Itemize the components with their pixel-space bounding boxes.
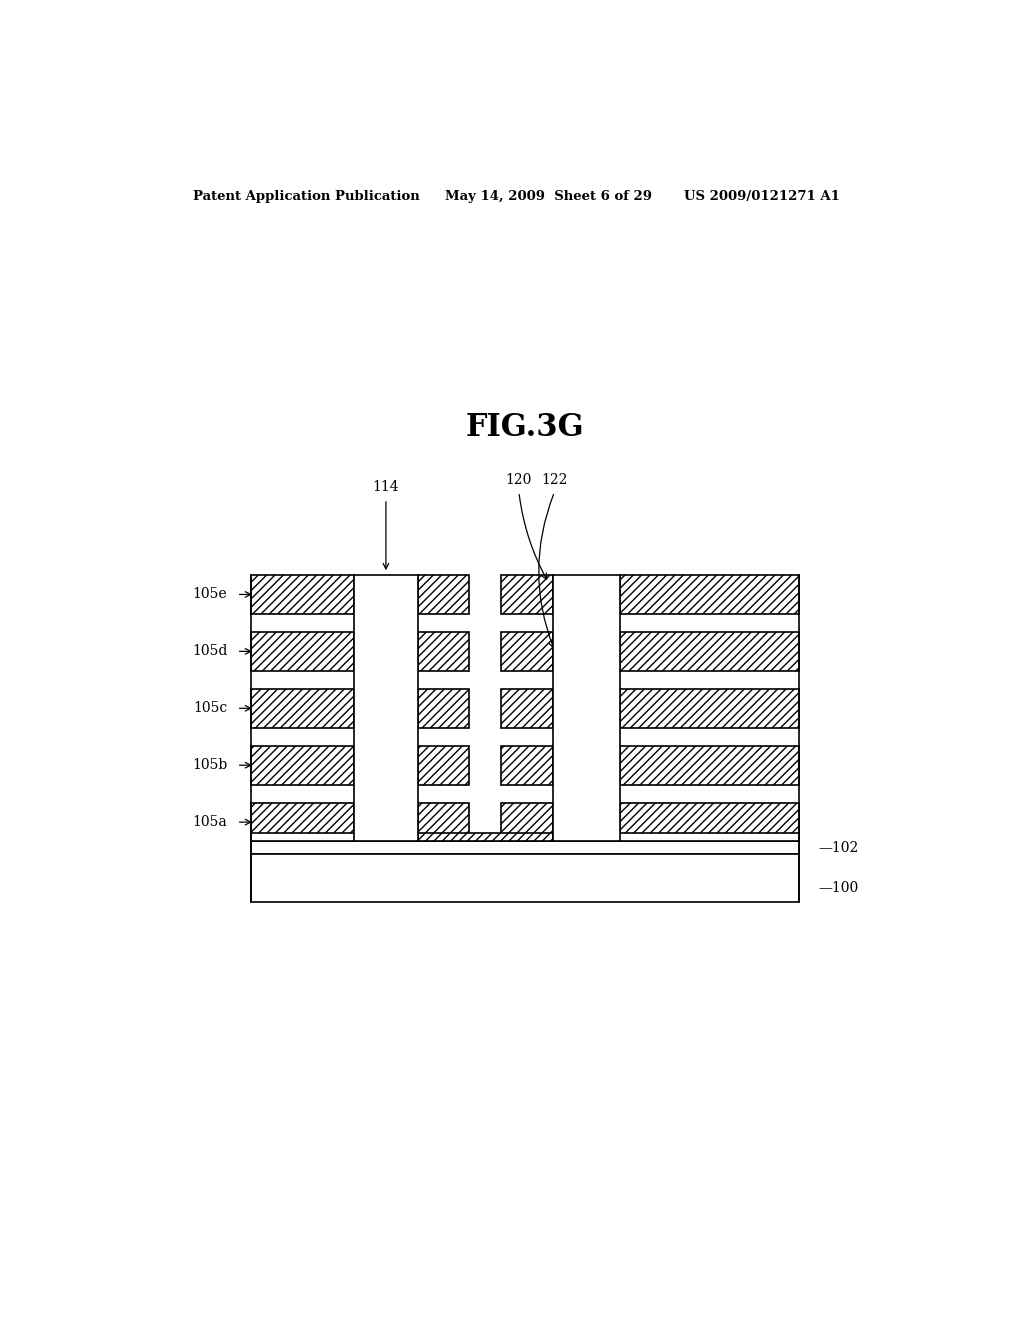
Bar [418, 689, 469, 727]
Bar [620, 803, 799, 841]
Bar [251, 632, 354, 671]
Text: Patent Application Publication: Patent Application Publication [194, 190, 420, 202]
Bar [620, 746, 799, 784]
Text: 105b: 105b [191, 758, 227, 772]
Text: FIG.3G: FIG.3G [466, 412, 584, 444]
Text: 122: 122 [542, 473, 567, 487]
Bar [418, 576, 469, 614]
Bar [251, 854, 799, 903]
Bar [553, 576, 621, 841]
Bar [620, 689, 799, 727]
Bar [418, 803, 469, 841]
Bar [501, 803, 553, 841]
Bar [354, 576, 418, 841]
Bar [620, 632, 799, 671]
Text: US 2009/0121271 A1: US 2009/0121271 A1 [684, 190, 840, 202]
Text: May 14, 2009  Sheet 6 of 29: May 14, 2009 Sheet 6 of 29 [445, 190, 652, 202]
Text: —102: —102 [818, 841, 859, 854]
Bar [251, 841, 799, 854]
Bar [501, 576, 553, 614]
Bar [251, 689, 354, 727]
Bar [501, 632, 553, 671]
Text: 105e: 105e [193, 587, 227, 602]
Bar [354, 833, 418, 841]
Bar [553, 833, 799, 841]
Text: 120: 120 [506, 473, 532, 487]
Text: 105a: 105a [193, 816, 227, 829]
Bar [418, 833, 553, 841]
Bar [553, 833, 621, 841]
Bar [251, 803, 354, 841]
Text: —100: —100 [818, 880, 859, 895]
Bar [418, 746, 469, 784]
Text: 114: 114 [373, 479, 399, 494]
Bar [620, 576, 799, 614]
Bar [251, 746, 354, 784]
Bar [251, 833, 418, 841]
Bar [501, 689, 553, 727]
Bar [418, 632, 469, 671]
Text: 105d: 105d [191, 644, 227, 659]
Bar [251, 576, 354, 614]
Text: 105c: 105c [193, 701, 227, 715]
Bar [501, 746, 553, 784]
